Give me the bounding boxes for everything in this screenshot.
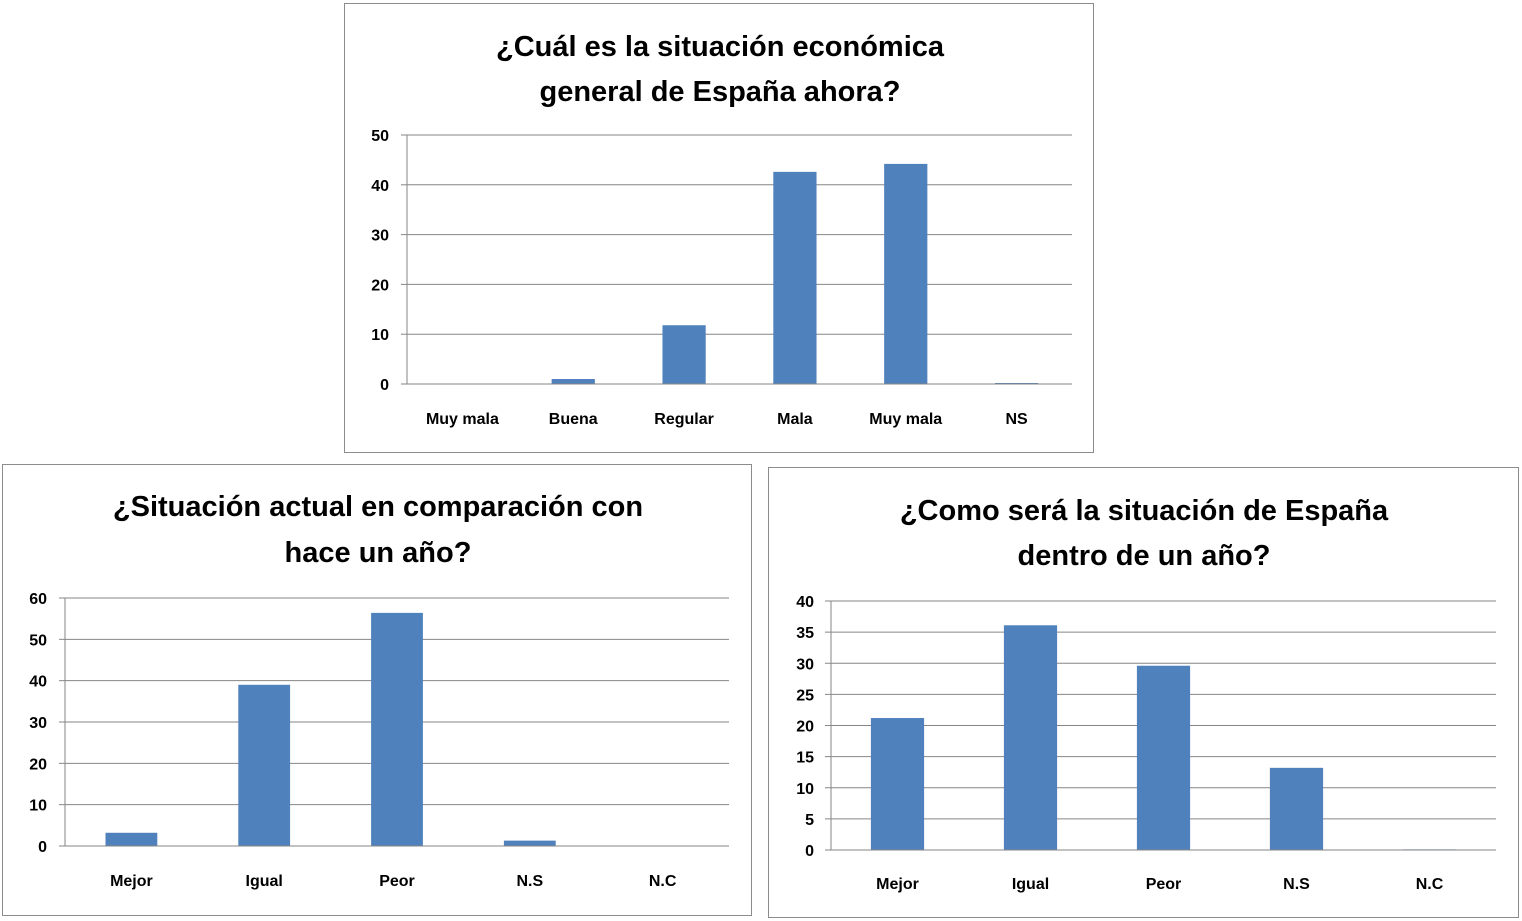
chart-panel-situation-next-year: ¿Como será la situación de España dentro… [768, 467, 1519, 918]
bar [870, 718, 925, 850]
x-category-label: NS [1005, 411, 1028, 428]
y-tick-label: 30 [371, 228, 389, 245]
y-tick-label: 20 [29, 756, 47, 773]
x-category-label: Peor [379, 873, 415, 890]
chart-title-line-1: ¿Situación actual en comparación con [113, 491, 643, 523]
bar [551, 379, 595, 384]
bar [105, 832, 158, 846]
bar [371, 612, 423, 846]
plot-area: 0 5 10 15 20 25 30 35 40 Mejor Igual Peor N.S N.C [796, 594, 1496, 893]
bar [238, 684, 291, 846]
chart-svg: ¿Cuál es la situación económica general … [371, 31, 1072, 428]
bar [1003, 625, 1058, 850]
x-category-label: Peor [1146, 876, 1182, 893]
y-tick-label: 20 [371, 277, 389, 294]
y-tick-label: 0 [380, 377, 389, 394]
x-category-label: Muy mala [426, 411, 499, 428]
chart-svg: ¿Como será la situación de España dentro… [796, 495, 1496, 893]
x-category-label: Muy mala [869, 411, 942, 428]
x-category-label: Buena [549, 411, 598, 428]
y-tick-label: 15 [796, 750, 814, 767]
chart-title-line-1: ¿Como será la situación de España [900, 495, 1389, 527]
bar [1136, 665, 1191, 850]
bar [884, 163, 928, 384]
chart-title-line-2: general de España ahora? [539, 76, 900, 108]
chart-panel-compared-to-last-year: ¿Situación actual en comparación con hac… [2, 464, 752, 916]
x-category-label: Igual [246, 873, 283, 890]
y-tick-label: 25 [796, 687, 814, 704]
x-category-label: Regular [654, 411, 714, 428]
y-tick-label: 10 [29, 798, 47, 815]
chart-title-line-2: dentro de un año? [1018, 540, 1271, 572]
bar [503, 840, 556, 846]
plot-area: 0 10 20 30 40 50 60 Mejor Igual Peor N.S N.C [29, 591, 729, 890]
y-tick-label: 40 [371, 178, 389, 195]
x-category-label: Mejor [110, 873, 153, 890]
y-tick-label: 60 [29, 591, 47, 608]
x-category-label: N.C [1416, 876, 1444, 893]
x-category-label: Mejor [876, 876, 919, 893]
chart-panel-economic-situation-now: ¿Cuál es la situación económica general … [344, 3, 1094, 453]
y-tick-label: 20 [796, 719, 814, 736]
y-tick-label: 50 [29, 632, 47, 649]
x-category-label: N.S [516, 873, 543, 890]
y-tick-label: 0 [805, 843, 814, 860]
y-tick-label: 30 [29, 715, 47, 732]
chart-title-line-1: ¿Cuál es la situación económica [496, 31, 945, 63]
y-tick-label: 35 [796, 625, 814, 642]
x-category-label: N.C [649, 873, 677, 890]
x-category-label: Igual [1012, 876, 1049, 893]
plot-area: 0 10 20 30 40 50 Muy mala Buena Regular Mala Muy m… [371, 128, 1072, 428]
x-category-label: Mala [777, 411, 813, 428]
bar [773, 171, 817, 384]
y-tick-label: 40 [796, 594, 814, 611]
y-tick-label: 50 [371, 128, 389, 145]
bar [662, 325, 706, 384]
x-category-label: N.S [1283, 876, 1310, 893]
y-tick-label: 40 [29, 674, 47, 691]
bar [1269, 767, 1324, 850]
y-tick-label: 10 [796, 781, 814, 798]
y-tick-label: 0 [38, 839, 47, 856]
y-tick-label: 30 [796, 656, 814, 673]
chart-svg: ¿Situación actual en comparación con hac… [29, 491, 729, 890]
chart-title-line-2: hace un año? [285, 537, 472, 569]
y-tick-label: 10 [371, 327, 389, 344]
y-tick-label: 5 [805, 812, 814, 829]
